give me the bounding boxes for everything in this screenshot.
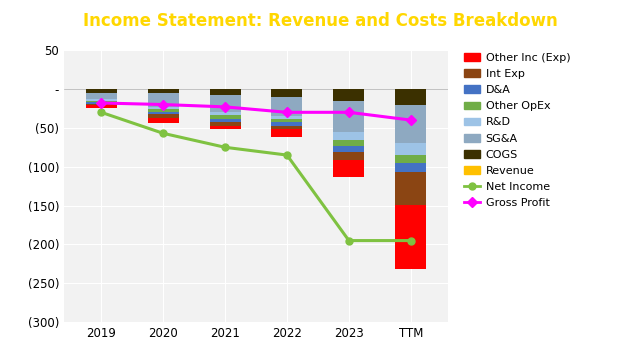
Line: Net Income: Net Income — [98, 109, 414, 244]
Bar — [271, 89, 303, 97]
Bar — [86, 101, 116, 102]
Bar — [271, 97, 303, 116]
Gross Profit — [345, 110, 353, 115]
Bar — [209, 118, 241, 122]
Bar — [271, 119, 303, 122]
Gross Profit — [97, 101, 105, 105]
Gross Profit — [221, 105, 229, 109]
Bar — [271, 126, 303, 129]
Bar — [396, 172, 426, 205]
Bar — [333, 152, 364, 177]
Bar — [148, 112, 179, 114]
Bar — [209, 112, 241, 115]
Bar — [148, 118, 179, 123]
Bar — [396, 163, 426, 172]
Bar — [86, 105, 116, 108]
Bar — [333, 132, 364, 140]
Net Income — [407, 238, 415, 243]
Text: Income Statement: Revenue and Costs Breakdown: Income Statement: Revenue and Costs Brea… — [83, 13, 557, 30]
Bar — [209, 95, 241, 112]
Line: Gross Profit: Gross Profit — [98, 100, 414, 124]
Net Income — [97, 110, 105, 115]
Bar — [333, 160, 364, 177]
Bar — [333, 89, 364, 101]
Gross Profit — [159, 102, 167, 107]
Net Income — [159, 131, 167, 135]
Bar — [396, 144, 426, 155]
Bar — [209, 89, 241, 95]
Bar — [396, 155, 426, 163]
Bar — [271, 116, 303, 119]
Bar — [333, 140, 364, 146]
Bar — [209, 122, 241, 126]
Legend: Other Inc (Exp), Int Exp, D&A, Other OpEx, R&D, SG&A, COGS, Revenue, Net Income,: Other Inc (Exp), Int Exp, D&A, Other OpE… — [460, 49, 575, 212]
Bar — [396, 105, 426, 144]
Bar — [86, 102, 116, 104]
Bar — [148, 107, 179, 109]
Bar — [271, 122, 303, 126]
Net Income — [221, 145, 229, 149]
Gross Profit — [407, 118, 415, 122]
Bar — [86, 89, 116, 93]
Bar — [148, 109, 179, 112]
Bar — [333, 101, 364, 132]
Bar — [86, 93, 116, 99]
Bar — [396, 89, 426, 105]
Gross Profit — [283, 110, 291, 115]
Bar — [148, 93, 179, 107]
Bar — [209, 126, 241, 129]
Bar — [396, 205, 426, 268]
Bar — [333, 146, 364, 152]
Bar — [148, 89, 179, 93]
Net Income — [345, 238, 353, 243]
Bar — [86, 104, 116, 105]
Bar — [209, 115, 241, 118]
Net Income — [283, 153, 291, 157]
Bar — [148, 114, 179, 118]
Bar — [271, 129, 303, 137]
Bar — [86, 99, 116, 101]
